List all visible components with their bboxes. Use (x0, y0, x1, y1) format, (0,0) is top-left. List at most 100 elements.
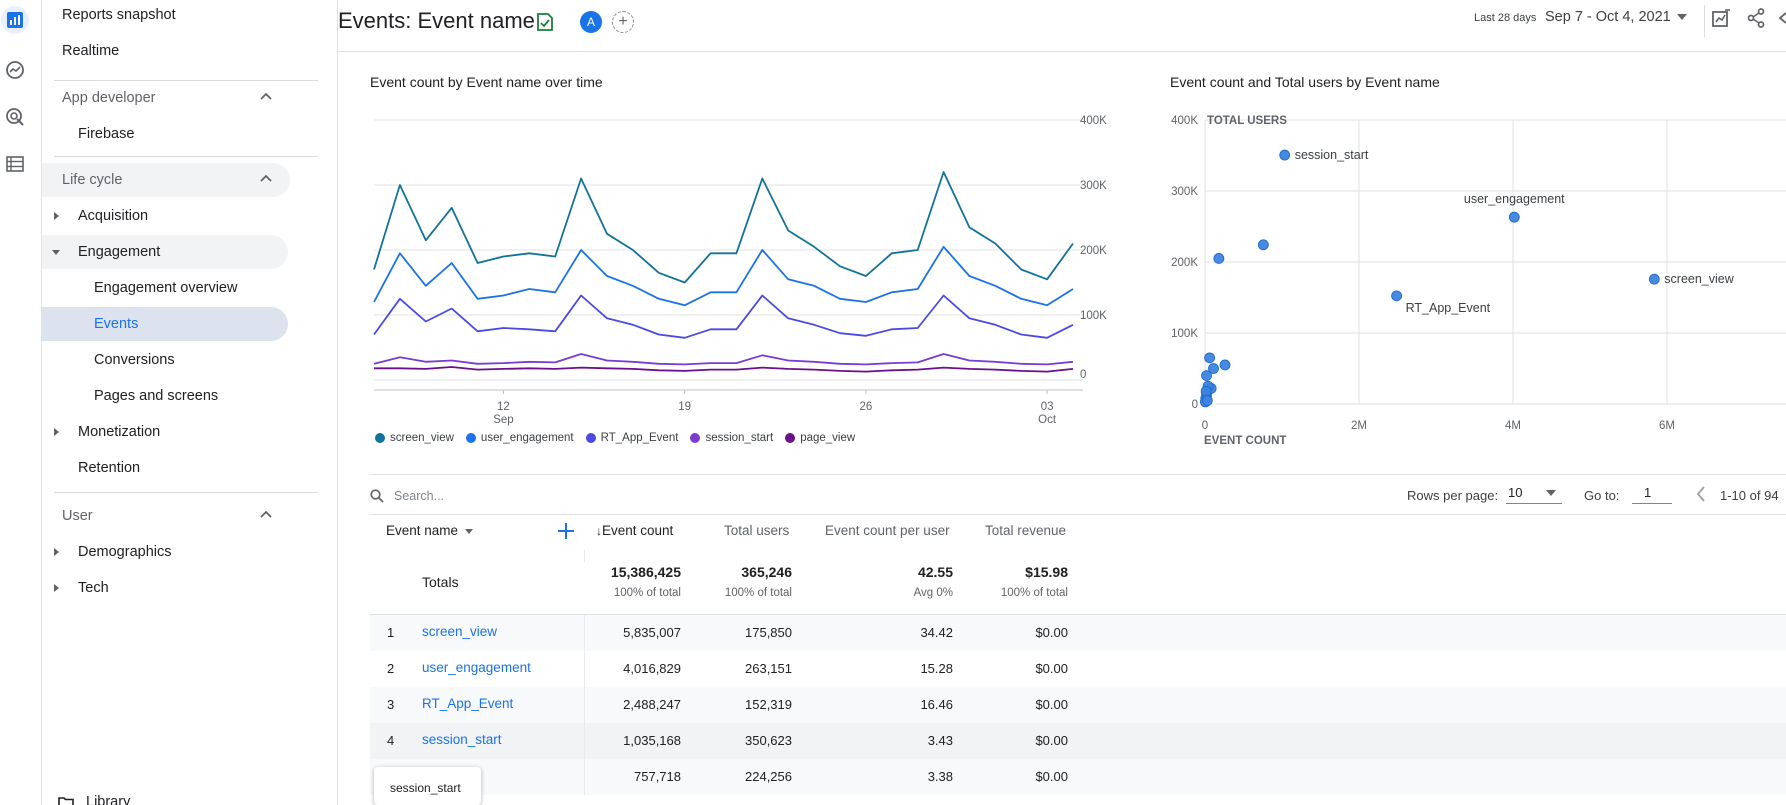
column-header-total-users[interactable]: Total users (724, 523, 790, 538)
sidebar: Reports snapshot Realtime App developer … (42, 0, 338, 805)
scatter-point[interactable] (1213, 253, 1225, 264)
event-name-link[interactable]: user_engagement (422, 660, 531, 675)
y-tick-label: 0 (1080, 369, 1086, 381)
report-saved-icon[interactable] (537, 13, 553, 31)
event-name-link[interactable]: RT_App_Event (422, 696, 514, 711)
rows-per-page-select[interactable]: 10 (1506, 482, 1562, 504)
sidebar-item-demographics[interactable]: Demographics (42, 535, 292, 569)
goto-page-input[interactable]: 1 (1632, 482, 1672, 504)
row-event-count-per-user: 3.43 (927, 733, 953, 748)
configure-icon[interactable] (1, 150, 29, 178)
row-total-revenue: $0.00 (1035, 733, 1068, 748)
event-name-link[interactable]: session_start (422, 732, 502, 747)
search-input[interactable] (394, 489, 794, 503)
legend-item[interactable]: page_view (785, 432, 855, 444)
date-range-picker[interactable]: Sep 7 - Oct 4, 2021 (1545, 9, 1671, 25)
customize-report-icon[interactable] (1711, 8, 1731, 28)
column-separator (584, 759, 585, 795)
sidebar-item-events[interactable]: Events (42, 307, 288, 341)
legend-swatch (585, 433, 596, 443)
scatter-point[interactable] (1201, 370, 1212, 382)
legend-item[interactable]: screen_view (375, 432, 454, 444)
caret-down-icon (1546, 490, 1556, 496)
previous-page-icon[interactable] (1696, 486, 1706, 502)
totals-divider (370, 614, 1786, 615)
table-row[interactable]: 1 screen_view 5,835,007 175,850 34.42 $0.00 (370, 615, 1786, 651)
scatter-point[interactable] (1219, 359, 1231, 371)
table-row[interactable]: 2 user_engagement 4,016,829 263,151 15.28 $0.… (370, 651, 1786, 687)
sidebar-section-life-cycle[interactable]: Life cycle (42, 163, 290, 197)
x-tick-label: 19 (678, 401, 691, 413)
legend-item[interactable]: user_engagement (465, 432, 574, 444)
column-header-event-count-per-user[interactable]: Event count per user (825, 523, 950, 538)
sidebar-item-retention[interactable]: Retention (78, 460, 141, 476)
y-tick-label: 0 (1192, 399, 1198, 411)
x-tick-label: 2M (1351, 420, 1367, 432)
y-tick-label: 100K (1080, 310, 1107, 322)
sidebar-item-firebase[interactable]: Firebase (78, 126, 135, 142)
rows-per-page-label: Rows per page: (1407, 488, 1499, 503)
column-header-event-name[interactable]: Event name (386, 523, 473, 538)
x-tick-sublabel: Oct (1038, 414, 1057, 426)
sidebar-section-app-developer[interactable]: App developer (42, 81, 290, 115)
series-line-RT_App_Event (373, 294, 1074, 339)
scatter-point[interactable] (1279, 149, 1291, 161)
scatter-point-label: session_start (1295, 148, 1369, 162)
sidebar-item-library[interactable]: Library (58, 792, 258, 805)
legend-swatch (375, 433, 385, 443)
scatter-point[interactable] (1204, 352, 1216, 364)
sidebar-item-reports-snapshot[interactable]: Reports snapshot (62, 7, 176, 23)
caret-right-icon (54, 548, 59, 556)
scatter-point[interactable] (1201, 395, 1213, 406)
legend-item[interactable]: RT_App_Event (585, 432, 678, 444)
add-dimension-icon[interactable] (557, 522, 575, 540)
y-tick-label: 300K (1171, 186, 1198, 198)
scatter-point[interactable] (1391, 290, 1402, 302)
search-icon (370, 489, 384, 503)
y-axis-title: TOTAL USERS (1207, 115, 1287, 127)
comparison-avatar[interactable]: A (580, 11, 602, 33)
icon-rail (0, 0, 42, 805)
share-icon[interactable] (1747, 8, 1765, 28)
sidebar-section-user[interactable]: User (42, 499, 290, 533)
add-comparison-icon[interactable]: + (612, 11, 634, 33)
caret-right-icon (54, 212, 59, 220)
column-header-event-count[interactable]: ↓Event count (596, 523, 674, 538)
row-event-count-per-user: 16.46 (920, 697, 953, 712)
sidebar-item-engagement[interactable]: Engagement (42, 235, 288, 269)
legend-label: session_start (705, 432, 774, 444)
row-event-count: 1,035,168 (623, 733, 681, 748)
sidebar-item-realtime[interactable]: Realtime (62, 43, 120, 59)
advertising-icon[interactable] (1, 103, 29, 131)
scatter-chart[interactable]: 400K 300K 200K 100K 00 2M 4M 6M TOTAL USERS EVENT… (1160, 106, 1786, 456)
scatter-point[interactable] (1508, 211, 1520, 223)
scatter-point[interactable] (1257, 239, 1269, 251)
insights-icon[interactable] (1778, 9, 1786, 27)
sidebar-item-tech[interactable]: Tech (42, 571, 292, 605)
legend-label: page_view (800, 432, 856, 444)
sidebar-item-conversions[interactable]: Conversions (94, 352, 175, 368)
totals-event-count: 15,386,425 (610, 564, 681, 580)
legend-item[interactable]: session_start (690, 432, 773, 444)
sidebar-item-acquisition[interactable]: Acquisition (42, 199, 292, 233)
column-header-total-revenue[interactable]: Total revenue (985, 523, 1067, 538)
row-total-users: 224,256 (745, 769, 792, 784)
event-name-link[interactable]: screen_view (422, 624, 498, 639)
legend-label: user_engagement (480, 432, 574, 444)
scatter-point[interactable] (1200, 385, 1212, 397)
y-tick-label: 100K (1171, 328, 1198, 340)
sidebar-item-monetization[interactable]: Monetization (42, 415, 292, 449)
row-event-count: 4,016,829 (623, 661, 681, 676)
caret-down-icon[interactable] (1677, 14, 1687, 20)
sidebar-item-engagement-overview[interactable]: Engagement overview (94, 280, 238, 296)
sidebar-item-pages-and-screens[interactable]: Pages and screens (94, 388, 219, 404)
totals-total-users: 365,246 (741, 564, 792, 580)
explore-icon[interactable] (1, 56, 29, 84)
reports-icon[interactable] (1, 6, 29, 34)
table-row[interactable]: 3 RT_App_Event 2,488,247 152,319 16.46 $0.00 (370, 687, 1786, 723)
scatter-point[interactable] (1208, 363, 1219, 374)
table-row[interactable]: 4 session_start 1,035,168 350,623 3.43 $0.00 (370, 723, 1786, 759)
scatter-point[interactable] (1648, 273, 1660, 285)
